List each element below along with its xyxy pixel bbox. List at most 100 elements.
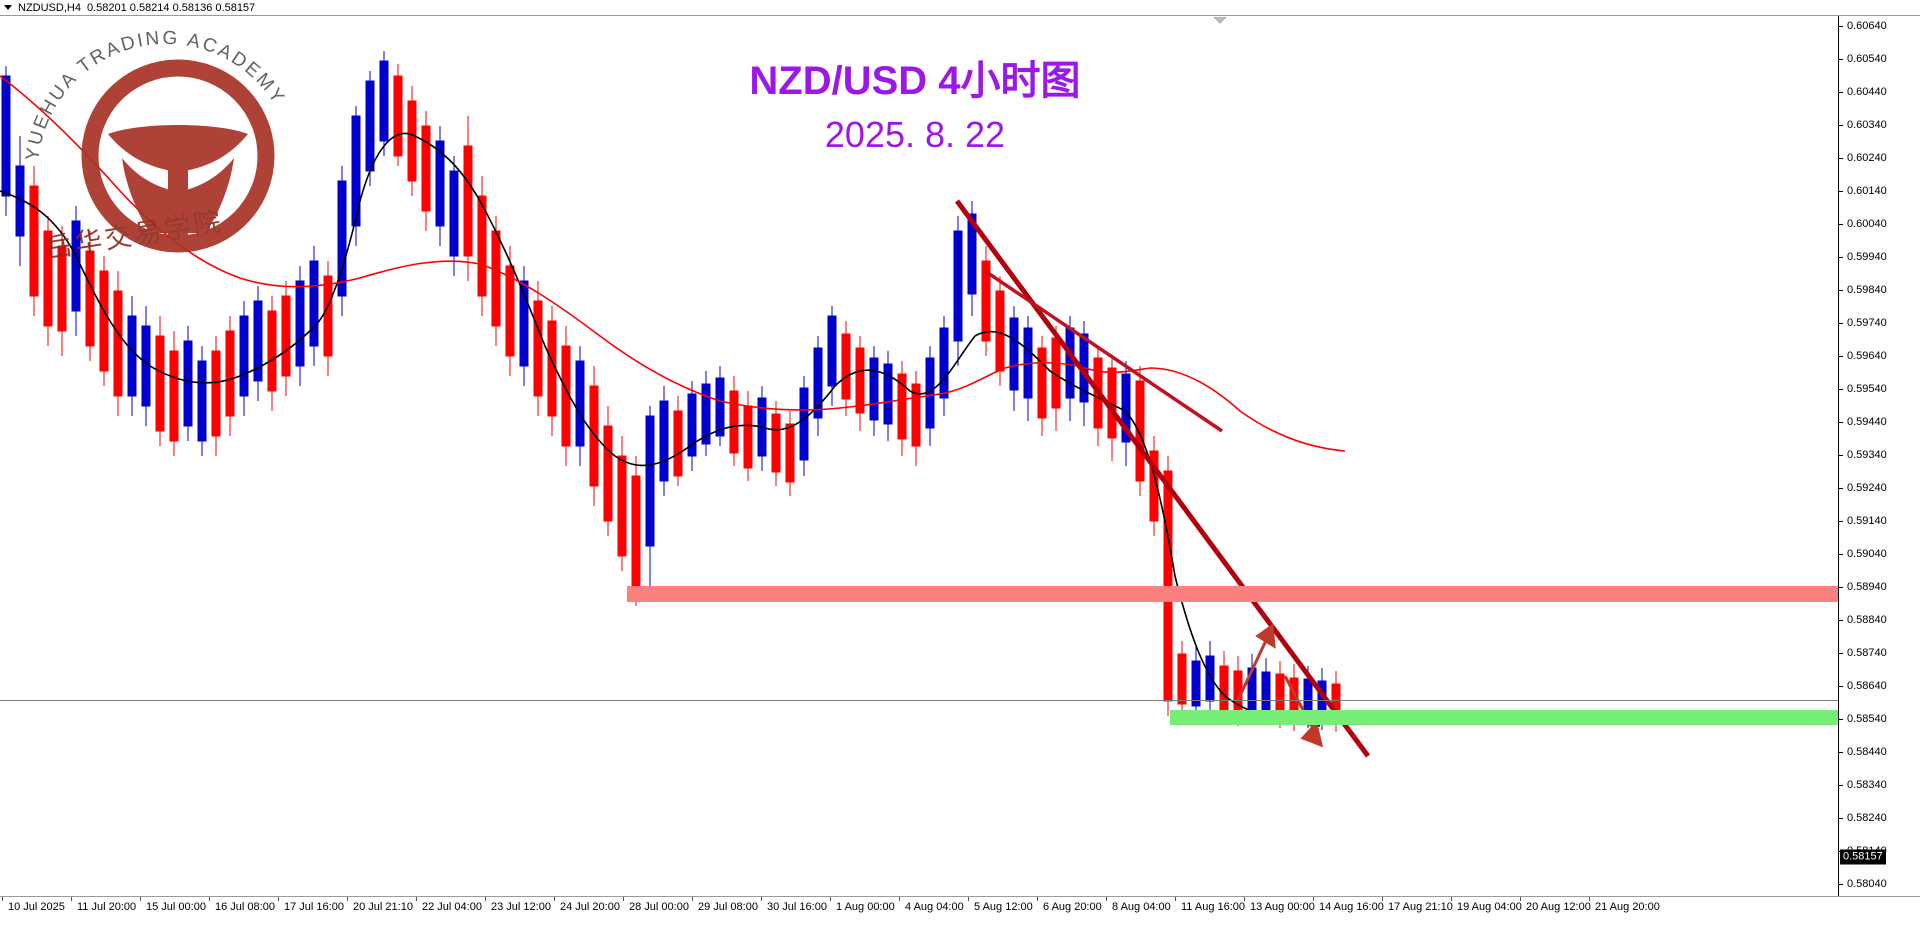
time-tick — [1451, 897, 1452, 901]
price-tick-label: 0.60540 — [1847, 53, 1887, 65]
time-tick — [278, 897, 279, 901]
price-tick-label: 0.58840 — [1847, 614, 1887, 626]
time-tick — [692, 897, 693, 901]
time-tick-label: 30 Jul 16:00 — [767, 901, 827, 913]
time-tick — [485, 897, 486, 901]
up-arrow-annotation — [1236, 623, 1276, 701]
time-tick-label: 17 Jul 16:00 — [284, 901, 344, 913]
price-tick-label: 0.58740 — [1847, 647, 1887, 659]
price-tick-label: 0.58640 — [1847, 680, 1887, 692]
time-tick — [1520, 897, 1521, 901]
time-tick — [209, 897, 210, 901]
price-tick — [1839, 488, 1843, 489]
price-tick — [1839, 587, 1843, 588]
time-tick — [140, 897, 141, 901]
price-tick — [1839, 92, 1843, 93]
price-tick — [1839, 356, 1843, 357]
price-tick-label: 0.59640 — [1847, 350, 1887, 362]
price-tick-label: 0.58240 — [1847, 812, 1887, 824]
time-tick — [1106, 897, 1107, 901]
price-tick — [1839, 455, 1843, 456]
time-tick-label: 16 Jul 08:00 — [215, 901, 275, 913]
price-plot-area[interactable] — [0, 16, 1838, 896]
time-tick-label: 1 Aug 00:00 — [836, 901, 895, 913]
price-tick-label: 0.58540 — [1847, 713, 1887, 725]
time-tick — [899, 897, 900, 901]
chart-top-marker — [1213, 17, 1227, 24]
time-tick — [554, 897, 555, 901]
price-tick — [1839, 191, 1843, 192]
time-tick-label: 11 Jul 20:00 — [77, 901, 137, 913]
time-tick-label: 5 Aug 12:00 — [974, 901, 1033, 913]
price-tick — [1839, 257, 1843, 258]
price-tick-label: 0.59140 — [1847, 515, 1887, 527]
time-tick-label: 14 Aug 16:00 — [1319, 901, 1384, 913]
price-axis[interactable]: 0.60640 0.60540 0.60440 0.60340 0.60240 0.601… — [1838, 16, 1920, 896]
price-tick-label: 0.58440 — [1847, 746, 1887, 758]
price-tick-label: 0.59240 — [1847, 482, 1887, 494]
price-tick-label: 0.59040 — [1847, 548, 1887, 560]
price-tick — [1839, 158, 1843, 159]
time-tick-label: 10 Jul 2025 — [8, 901, 65, 913]
time-tick-label: 29 Jul 08:00 — [698, 901, 758, 913]
time-tick-label: 20 Aug 12:00 — [1526, 901, 1591, 913]
price-tick — [1839, 521, 1843, 522]
time-tick — [830, 897, 831, 901]
time-tick — [623, 897, 624, 901]
price-tick-label: 0.59540 — [1847, 383, 1887, 395]
price-tick-label: 0.60240 — [1847, 152, 1887, 164]
time-tick-label: 6 Aug 20:00 — [1043, 901, 1102, 913]
watermark-logo: YUEHUA TRADING ACADEMY 岳华交易学院 — [10, 18, 310, 265]
ma-slow-line — [0, 75, 1346, 452]
price-tick — [1839, 422, 1843, 423]
time-tick — [1382, 897, 1383, 901]
price-tick-label: 0.58340 — [1847, 779, 1887, 791]
price-tick — [1839, 653, 1843, 654]
price-tick-label: 0.58040 — [1847, 878, 1887, 890]
time-tick-label: 19 Aug 04:00 — [1457, 901, 1522, 913]
price-tick — [1839, 290, 1843, 291]
ma-fast-line — [0, 132, 1321, 727]
price-tick-label: 0.60440 — [1847, 86, 1887, 98]
time-tick — [968, 897, 969, 901]
symbol-label: NZDUSD,H4 — [18, 1, 81, 14]
price-tick — [1839, 719, 1843, 720]
time-tick — [1313, 897, 1314, 901]
price-tick-label: 0.59340 — [1847, 449, 1887, 461]
price-tick — [1839, 884, 1843, 885]
time-tick — [2, 897, 3, 901]
price-tick — [1839, 818, 1843, 819]
time-tick-label: 23 Jul 12:00 — [491, 901, 551, 913]
time-tick-label: 20 Jul 21:10 — [353, 901, 413, 913]
price-tick-label: 0.60040 — [1847, 218, 1887, 230]
time-tick — [416, 897, 417, 901]
triangle-down-icon[interactable] — [4, 5, 12, 10]
descending-trendline — [954, 199, 1371, 758]
watermark-cn-text: 岳华交易学院 — [43, 206, 226, 263]
price-tick-label: 0.59840 — [1847, 284, 1887, 296]
chart-title-block: NZD/USD 4小时图 2025. 8. 22 — [680, 58, 1150, 159]
price-tick — [1839, 26, 1843, 27]
time-tick-label: 4 Aug 04:00 — [905, 901, 964, 913]
price-tick-label: 0.59940 — [1847, 251, 1887, 263]
down-arrow-annotation — [1283, 675, 1324, 748]
price-tick-label: 0.59440 — [1847, 416, 1887, 428]
symbol-info-bar: NZDUSD,H4 0.58201 0.58214 0.58136 0.5815… — [0, 0, 1920, 16]
resistance-zone — [627, 586, 1838, 602]
time-tick — [1244, 897, 1245, 901]
time-tick — [1037, 897, 1038, 901]
price-tick — [1839, 785, 1843, 786]
time-tick-label: 13 Aug 00:00 — [1250, 901, 1315, 913]
price-tick — [1839, 686, 1843, 687]
price-tick — [1839, 323, 1843, 324]
time-axis[interactable]: 10 Jul 2025 11 Jul 20:00 15 Jul 00:00 16 Ju… — [0, 896, 1920, 927]
time-tick — [347, 897, 348, 901]
time-tick-label: 22 Jul 04:00 — [422, 901, 482, 913]
page-title: NZD/USD 4小时图 — [749, 59, 1081, 103]
time-tick — [71, 897, 72, 901]
price-tick-label: 0.60640 — [1847, 20, 1887, 32]
time-tick-label: 21 Aug 20:00 — [1595, 901, 1660, 913]
price-tick — [1839, 59, 1843, 60]
time-tick — [1589, 897, 1590, 901]
